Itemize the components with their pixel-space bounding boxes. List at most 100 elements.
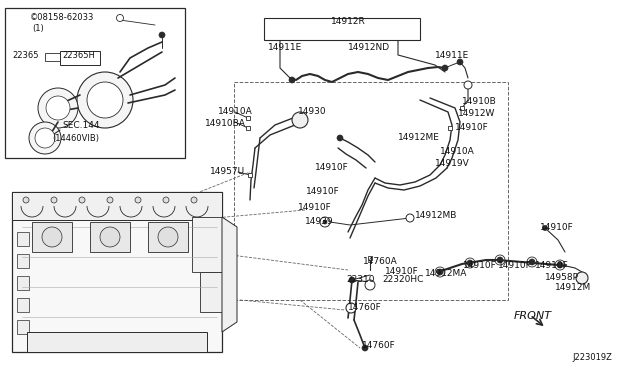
Text: 14919V: 14919V bbox=[435, 160, 470, 169]
Text: 14912ME: 14912ME bbox=[398, 132, 440, 141]
Circle shape bbox=[42, 227, 62, 247]
Circle shape bbox=[107, 197, 113, 203]
Circle shape bbox=[23, 197, 29, 203]
Circle shape bbox=[292, 112, 308, 128]
Text: 14911E: 14911E bbox=[268, 44, 302, 52]
Text: 14910A: 14910A bbox=[440, 148, 475, 157]
Bar bbox=[17, 276, 29, 290]
Text: 22365: 22365 bbox=[12, 51, 38, 61]
Circle shape bbox=[100, 227, 120, 247]
Circle shape bbox=[337, 135, 343, 141]
Circle shape bbox=[77, 72, 133, 128]
Circle shape bbox=[467, 260, 473, 266]
Text: 14912MA: 14912MA bbox=[425, 269, 467, 278]
Text: 14760F: 14760F bbox=[362, 340, 396, 350]
Text: 14910F: 14910F bbox=[463, 262, 497, 270]
Text: 14911E: 14911E bbox=[435, 51, 469, 60]
Bar bbox=[12, 192, 222, 220]
Text: 14910F: 14910F bbox=[298, 203, 332, 212]
Circle shape bbox=[457, 59, 463, 65]
Text: 14939: 14939 bbox=[305, 218, 333, 227]
Circle shape bbox=[406, 214, 414, 222]
Circle shape bbox=[38, 88, 78, 128]
Bar bbox=[27, 332, 207, 352]
Bar bbox=[148, 222, 188, 252]
Circle shape bbox=[323, 220, 327, 224]
Bar bbox=[32, 222, 72, 252]
Text: 14930: 14930 bbox=[298, 108, 326, 116]
Bar bbox=[45, 53, 62, 61]
Circle shape bbox=[442, 65, 448, 71]
Text: 22365H: 22365H bbox=[62, 51, 95, 61]
Bar bbox=[90, 222, 130, 252]
Polygon shape bbox=[222, 217, 237, 332]
Circle shape bbox=[46, 96, 70, 120]
Circle shape bbox=[191, 197, 197, 203]
Text: 14760A: 14760A bbox=[363, 257, 397, 266]
Text: 14912ND: 14912ND bbox=[348, 44, 390, 52]
Circle shape bbox=[79, 197, 85, 203]
Text: 14910F: 14910F bbox=[455, 122, 489, 131]
Bar bbox=[17, 320, 29, 334]
Bar bbox=[17, 298, 29, 312]
Circle shape bbox=[543, 225, 547, 231]
Circle shape bbox=[135, 197, 141, 203]
Text: 22310: 22310 bbox=[346, 276, 374, 285]
Text: 14912MB: 14912MB bbox=[415, 211, 458, 219]
Circle shape bbox=[35, 128, 55, 148]
Bar bbox=[448, 126, 452, 130]
Circle shape bbox=[87, 82, 123, 118]
Circle shape bbox=[365, 280, 375, 290]
Circle shape bbox=[349, 277, 355, 283]
Circle shape bbox=[576, 272, 588, 284]
Text: 14910F: 14910F bbox=[540, 224, 573, 232]
Circle shape bbox=[159, 32, 165, 38]
Bar bbox=[17, 232, 29, 246]
Text: (14460VIB): (14460VIB) bbox=[52, 134, 99, 142]
Text: 22320HC: 22320HC bbox=[382, 276, 424, 285]
Bar bbox=[248, 173, 252, 177]
Text: 14910F: 14910F bbox=[385, 267, 419, 276]
Text: 14910A: 14910A bbox=[218, 108, 253, 116]
Text: ©08158-62033: ©08158-62033 bbox=[30, 13, 94, 22]
Bar bbox=[460, 106, 464, 110]
Circle shape bbox=[362, 345, 368, 351]
Text: 14957U: 14957U bbox=[210, 167, 245, 176]
Text: 14912M: 14912M bbox=[555, 283, 591, 292]
Bar bbox=[200, 272, 222, 312]
Text: J223019Z: J223019Z bbox=[572, 353, 612, 362]
Bar bbox=[17, 254, 29, 268]
Text: 14910BA: 14910BA bbox=[205, 119, 246, 128]
Bar bbox=[5, 8, 185, 158]
Circle shape bbox=[51, 197, 57, 203]
Text: 14760F: 14760F bbox=[348, 304, 381, 312]
Bar bbox=[246, 116, 250, 120]
Circle shape bbox=[557, 262, 563, 268]
Circle shape bbox=[529, 259, 535, 265]
Text: (1): (1) bbox=[32, 23, 44, 32]
Text: 14910B: 14910B bbox=[462, 97, 497, 106]
Text: 14910F: 14910F bbox=[498, 262, 532, 270]
Circle shape bbox=[464, 81, 472, 89]
Circle shape bbox=[437, 269, 443, 275]
Circle shape bbox=[163, 197, 169, 203]
Bar bbox=[368, 256, 372, 260]
Circle shape bbox=[346, 303, 356, 313]
Bar bbox=[12, 192, 222, 352]
Circle shape bbox=[29, 122, 61, 154]
Text: 14910F: 14910F bbox=[315, 163, 349, 171]
Circle shape bbox=[116, 15, 124, 22]
Circle shape bbox=[320, 217, 330, 227]
Bar bbox=[264, 18, 420, 40]
Bar bbox=[60, 51, 100, 65]
Circle shape bbox=[497, 257, 503, 263]
Circle shape bbox=[158, 227, 178, 247]
Circle shape bbox=[289, 77, 295, 83]
Text: SEC.144: SEC.144 bbox=[62, 122, 99, 131]
Bar bbox=[234, 82, 508, 300]
Text: 14958P: 14958P bbox=[545, 273, 579, 282]
Bar bbox=[192, 217, 222, 272]
Text: FRONT: FRONT bbox=[514, 311, 552, 321]
Text: 14910F: 14910F bbox=[306, 187, 340, 196]
Bar bbox=[246, 126, 250, 130]
